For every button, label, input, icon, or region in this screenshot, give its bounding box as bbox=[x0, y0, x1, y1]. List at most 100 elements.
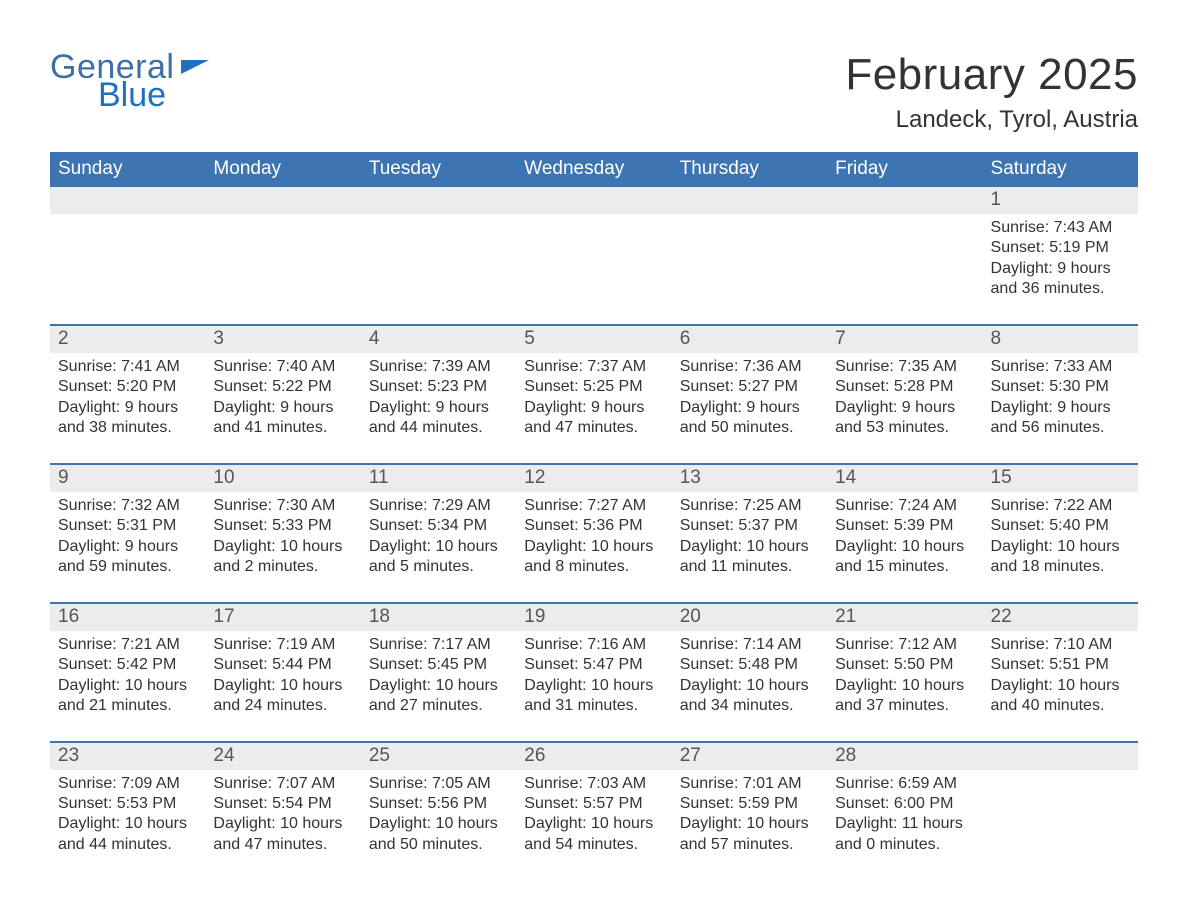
sunset-text: Sunset: 5:20 PM bbox=[58, 377, 197, 397]
sunrise-text: Sunrise: 7:25 AM bbox=[680, 496, 819, 516]
sunrise-text: Sunrise: 7:37 AM bbox=[524, 357, 663, 377]
day-body: Sunrise: 7:29 AMSunset: 5:34 PMDaylight:… bbox=[367, 496, 510, 578]
day-body: Sunrise: 7:32 AMSunset: 5:31 PMDaylight:… bbox=[56, 496, 199, 578]
sunrise-text: Sunrise: 7:32 AM bbox=[58, 496, 197, 516]
day-cell: 26 Sunrise: 7:03 AMSunset: 5:57 PMDayligh… bbox=[516, 743, 671, 866]
day-cell: 22Sunrise: 7:10 AMSunset: 5:51 PMDayligh… bbox=[983, 604, 1138, 727]
sunset-text: Sunset: 5:45 PM bbox=[369, 655, 508, 675]
sunrise-text: Sunrise: 7:10 AM bbox=[991, 635, 1130, 655]
sunset-text: Sunset: 5:34 PM bbox=[369, 516, 508, 536]
sunset-text: Sunset: 5:59 PM bbox=[680, 794, 819, 814]
sunrise-text: Sunrise: 7:05 AM bbox=[369, 774, 508, 794]
logo-blue: Blue bbox=[98, 78, 209, 112]
sunset-text: Sunset: 5:39 PM bbox=[835, 516, 974, 536]
daylight-text: Daylight: 9 hours and 56 minutes. bbox=[991, 398, 1130, 439]
day-body: Sunrise: 7:43 AMSunset: 5:19 PMDaylight:… bbox=[989, 218, 1132, 300]
sunset-text: Sunset: 5:31 PM bbox=[58, 516, 197, 536]
calendar-page: General Blue February 2025 Landeck, Tyro… bbox=[0, 0, 1188, 905]
day-number bbox=[361, 187, 516, 214]
day-cell: 23Sunrise: 7:09 AMSunset: 5:53 PMDayligh… bbox=[50, 743, 205, 866]
day-body: Sunrise: 7:27 AMSunset: 5:36 PMDaylight:… bbox=[522, 496, 665, 578]
sunset-text: Sunset: 5:47 PM bbox=[524, 655, 663, 675]
daylight-text: Daylight: 10 hours and 50 minutes. bbox=[369, 814, 508, 855]
sunrise-text: Sunrise: 7:03 AM bbox=[524, 774, 663, 794]
day-number: 18 bbox=[361, 604, 516, 631]
day-number bbox=[827, 187, 982, 214]
day-body: Sunrise: 7:12 AMSunset: 5:50 PMDaylight:… bbox=[833, 635, 976, 717]
day-number: 9 bbox=[50, 465, 205, 492]
day-body: Sunrise: 7:25 AMSunset: 5:37 PMDaylight:… bbox=[678, 496, 821, 578]
day-cell: 10 Sunrise: 7:30 AMSunset: 5:33 PMDayligh… bbox=[205, 465, 360, 588]
day-number bbox=[983, 743, 1138, 770]
sunrise-text: Sunrise: 7:24 AM bbox=[835, 496, 974, 516]
day-number: 26 bbox=[516, 743, 671, 770]
sunrise-text: Sunrise: 7:21 AM bbox=[58, 635, 197, 655]
daylight-text: Daylight: 10 hours and 21 minutes. bbox=[58, 676, 197, 717]
day-body: Sunrise: 7:40 AMSunset: 5:22 PMDaylight:… bbox=[211, 357, 354, 439]
day-cell bbox=[361, 187, 516, 310]
day-number: 20 bbox=[672, 604, 827, 631]
day-cell: 15Sunrise: 7:22 AMSunset: 5:40 PMDayligh… bbox=[983, 465, 1138, 588]
daylight-text: Daylight: 10 hours and 37 minutes. bbox=[835, 676, 974, 717]
day-number: 17 bbox=[205, 604, 360, 631]
day-body: Sunrise: 7:10 AMSunset: 5:51 PMDaylight:… bbox=[989, 635, 1132, 717]
day-body: Sunrise: 7:03 AMSunset: 5:57 PMDaylight:… bbox=[522, 774, 665, 856]
sunrise-text: Sunrise: 7:01 AM bbox=[680, 774, 819, 794]
day-number: 4 bbox=[361, 326, 516, 353]
day-cell: 5Sunrise: 7:37 AMSunset: 5:25 PMDaylight… bbox=[516, 326, 671, 449]
sunrise-text: Sunrise: 7:39 AM bbox=[369, 357, 508, 377]
sunset-text: Sunset: 5:51 PM bbox=[991, 655, 1130, 675]
day-number: 5 bbox=[516, 326, 671, 353]
sunset-text: Sunset: 5:27 PM bbox=[680, 377, 819, 397]
sunset-text: Sunset: 5:37 PM bbox=[680, 516, 819, 536]
sunset-text: Sunset: 5:53 PM bbox=[58, 794, 197, 814]
day-cell: 12 Sunrise: 7:27 AMSunset: 5:36 PMDayligh… bbox=[516, 465, 671, 588]
day-body: Sunrise: 7:05 AMSunset: 5:56 PMDaylight:… bbox=[367, 774, 510, 856]
sunset-text: Sunset: 5:57 PM bbox=[524, 794, 663, 814]
sunset-text: Sunset: 6:00 PM bbox=[835, 794, 974, 814]
day-number: 10 bbox=[205, 465, 360, 492]
dow-tuesday: Tuesday bbox=[361, 152, 516, 187]
logo-flag-icon bbox=[181, 65, 209, 82]
day-body: Sunrise: 7:30 AMSunset: 5:33 PMDaylight:… bbox=[211, 496, 354, 578]
sunset-text: Sunset: 5:28 PM bbox=[835, 377, 974, 397]
week-separator bbox=[50, 310, 1138, 324]
day-number: 19 bbox=[516, 604, 671, 631]
sunset-text: Sunset: 5:30 PM bbox=[991, 377, 1130, 397]
day-number: 28 bbox=[827, 743, 982, 770]
day-number: 2 bbox=[50, 326, 205, 353]
week-row: 9Sunrise: 7:32 AMSunset: 5:31 PMDaylight… bbox=[50, 463, 1138, 588]
day-body: Sunrise: 6:59 AMSunset: 6:00 PMDaylight:… bbox=[833, 774, 976, 856]
day-cell: 11Sunrise: 7:29 AMSunset: 5:34 PMDayligh… bbox=[361, 465, 516, 588]
day-cell bbox=[205, 187, 360, 310]
sunset-text: Sunset: 5:50 PM bbox=[835, 655, 974, 675]
sunrise-text: Sunrise: 7:36 AM bbox=[680, 357, 819, 377]
sunrise-text: Sunrise: 7:12 AM bbox=[835, 635, 974, 655]
day-number: 1 bbox=[983, 187, 1138, 214]
daylight-text: Daylight: 10 hours and 57 minutes. bbox=[680, 814, 819, 855]
day-cell: 19Sunrise: 7:16 AMSunset: 5:47 PMDayligh… bbox=[516, 604, 671, 727]
day-cell bbox=[50, 187, 205, 310]
day-body: Sunrise: 7:33 AMSunset: 5:30 PMDaylight:… bbox=[989, 357, 1132, 439]
day-cell: 14Sunrise: 7:24 AMSunset: 5:39 PMDayligh… bbox=[827, 465, 982, 588]
daylight-text: Daylight: 10 hours and 15 minutes. bbox=[835, 537, 974, 578]
day-number: 16 bbox=[50, 604, 205, 631]
sunset-text: Sunset: 5:19 PM bbox=[991, 238, 1130, 258]
sunset-text: Sunset: 5:54 PM bbox=[213, 794, 352, 814]
daylight-text: Daylight: 10 hours and 27 minutes. bbox=[369, 676, 508, 717]
day-of-week-header: Sunday Monday Tuesday Wednesday Thursday… bbox=[50, 152, 1138, 187]
sunrise-text: Sunrise: 7:07 AM bbox=[213, 774, 352, 794]
week-separator bbox=[50, 449, 1138, 463]
day-number: 12 bbox=[516, 465, 671, 492]
day-body: Sunrise: 7:21 AMSunset: 5:42 PMDaylight:… bbox=[56, 635, 199, 717]
day-cell bbox=[983, 743, 1138, 866]
day-body: Sunrise: 7:41 AMSunset: 5:20 PMDaylight:… bbox=[56, 357, 199, 439]
sunset-text: Sunset: 5:40 PM bbox=[991, 516, 1130, 536]
daylight-text: Daylight: 9 hours and 41 minutes. bbox=[213, 398, 352, 439]
day-cell: 8Sunrise: 7:33 AMSunset: 5:30 PMDaylight… bbox=[983, 326, 1138, 449]
daylight-text: Daylight: 9 hours and 59 minutes. bbox=[58, 537, 197, 578]
day-body: Sunrise: 7:36 AMSunset: 5:27 PMDaylight:… bbox=[678, 357, 821, 439]
daylight-text: Daylight: 11 hours and 0 minutes. bbox=[835, 814, 974, 855]
dow-friday: Friday bbox=[827, 152, 982, 187]
day-number: 24 bbox=[205, 743, 360, 770]
